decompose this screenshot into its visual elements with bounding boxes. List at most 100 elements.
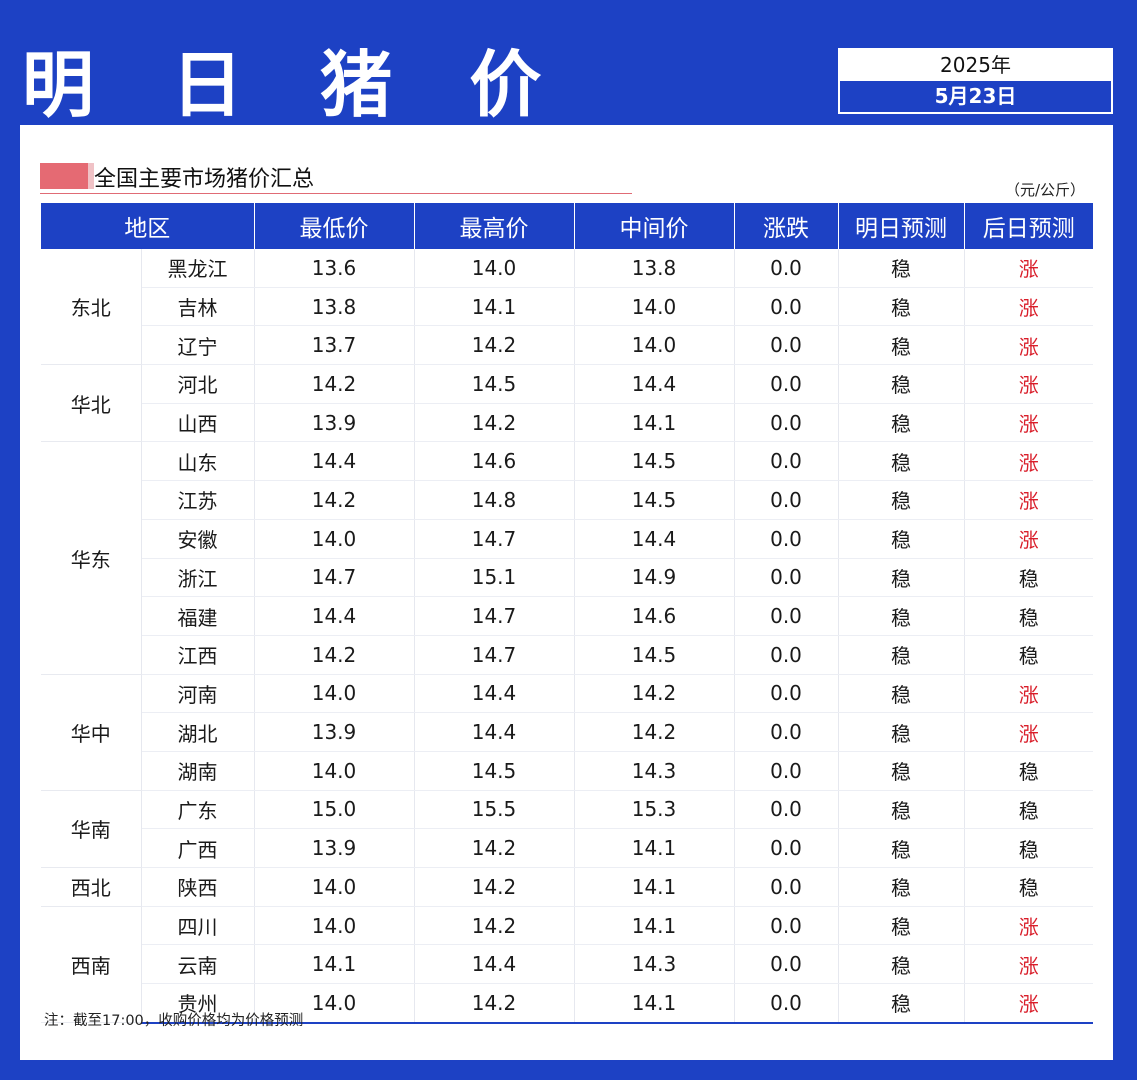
tomorrow-forecast-cell: 稳: [838, 480, 965, 520]
mid-price-cell: 14.2: [574, 712, 735, 752]
province-cell: 广东: [141, 790, 255, 830]
tomorrow-forecast-cell: 稳: [838, 287, 965, 327]
low-price-cell: 14.7: [254, 558, 415, 598]
province-cell: 四川: [141, 906, 255, 946]
high-price-cell: 14.2: [414, 403, 575, 443]
change-cell: 0.0: [734, 596, 839, 636]
change-cell: 0.0: [734, 828, 839, 868]
unit-label: （元/公斤）: [1004, 181, 1085, 199]
change-cell: 0.0: [734, 944, 839, 985]
table-row: 西北 陕西 14.0 14.2 14.1 0.0 稳稳: [41, 867, 1093, 907]
tomorrow-forecast-cell: 稳: [838, 867, 965, 907]
tomorrow-forecast-cell: 稳: [838, 635, 965, 675]
region-cell: 华中: [41, 674, 142, 791]
low-price-cell: 14.0: [254, 906, 415, 946]
province-cell: 云南: [141, 944, 255, 985]
header-low: 最低价: [254, 203, 415, 249]
mid-price-cell: 14.1: [574, 867, 735, 907]
high-price-cell: 14.2: [414, 867, 575, 907]
high-price-cell: 14.4: [414, 944, 575, 985]
tomorrow-forecast-cell: 稳: [838, 596, 965, 636]
change-cell: 0.0: [734, 364, 839, 404]
low-price-cell: 14.1: [254, 944, 415, 985]
low-price-cell: 14.4: [254, 441, 415, 482]
high-price-cell: 14.2: [414, 906, 575, 946]
header-after: 后日预测: [964, 203, 1093, 249]
high-price-cell: 14.0: [414, 249, 575, 288]
change-cell: 0.0: [734, 674, 839, 714]
province-cell: 黑龙江: [141, 249, 255, 288]
high-price-cell: 14.1: [414, 287, 575, 327]
low-price-cell: 13.6: [254, 249, 415, 288]
low-price-cell: 13.9: [254, 403, 415, 443]
high-price-cell: 14.7: [414, 596, 575, 636]
date-box: 2025年 5月23日: [838, 48, 1113, 114]
high-price-cell: 14.2: [414, 983, 575, 1024]
province-cell: 江苏: [141, 480, 255, 520]
high-price-cell: 14.7: [414, 635, 575, 675]
high-price-cell: 14.4: [414, 712, 575, 752]
footnote: 注：截至17:00，收购价格均为价格预测: [44, 1013, 304, 1029]
after-forecast-cell: 稳: [964, 596, 1093, 636]
tomorrow-forecast-cell: 稳: [838, 364, 965, 404]
date-day: 5月23日: [840, 81, 1111, 112]
province-cell: 湖南: [141, 751, 255, 791]
section-marker-notch: [88, 163, 94, 189]
tomorrow-forecast-cell: 稳: [838, 712, 965, 752]
after-forecast-cell: 涨: [964, 441, 1093, 482]
table-row: 广西 13.9 14.2 14.1 0.0 稳稳: [41, 828, 1093, 868]
tomorrow-forecast-cell: 稳: [838, 558, 965, 598]
table-row: 华南 广东 15.0 15.5 15.3 0.0 稳稳: [41, 790, 1093, 869]
price-table-body: 东北 黑龙江 13.6 14.0 13.8 0.0 稳涨吉林 13.8 14.1 14.0 0.0 稳…: [41, 249, 1093, 1024]
tomorrow-forecast-cell: 稳: [838, 674, 965, 714]
change-cell: 0.0: [734, 635, 839, 675]
after-forecast-cell: 稳: [964, 635, 1093, 675]
after-forecast-cell: 稳: [964, 558, 1093, 598]
province-cell: 福建: [141, 596, 255, 636]
change-cell: 0.0: [734, 906, 839, 946]
change-cell: 0.0: [734, 325, 839, 366]
table-row: 云南 14.1 14.4 14.3 0.0 稳涨: [41, 944, 1093, 985]
mid-price-cell: 14.1: [574, 983, 735, 1024]
low-price-cell: 14.2: [254, 480, 415, 520]
header-mid: 中间价: [574, 203, 735, 249]
change-cell: 0.0: [734, 441, 839, 482]
after-forecast-cell: 涨: [964, 249, 1093, 288]
after-forecast-cell: 稳: [964, 867, 1093, 907]
header-high: 最高价: [414, 203, 575, 249]
table-row: 山西 13.9 14.2 14.1 0.0 稳涨: [41, 403, 1093, 443]
after-forecast-cell: 涨: [964, 403, 1093, 443]
region-cell: 西南: [41, 906, 142, 1024]
table-row: 湖北 13.9 14.4 14.2 0.0 稳涨: [41, 712, 1093, 752]
low-price-cell: 15.0: [254, 790, 415, 830]
table-row: 安徽 14.0 14.7 14.4 0.0 稳涨: [41, 519, 1093, 559]
tomorrow-forecast-cell: 稳: [838, 944, 965, 985]
high-price-cell: 15.1: [414, 558, 575, 598]
header-tomorrow: 明日预测: [838, 203, 965, 249]
table-row: 江西 14.2 14.7 14.5 0.0 稳稳: [41, 635, 1093, 675]
mid-price-cell: 14.4: [574, 364, 735, 404]
province-cell: 江西: [141, 635, 255, 675]
table-row: 华东 山东 14.4 14.6 14.5 0.0 稳涨: [41, 441, 1093, 675]
change-cell: 0.0: [734, 712, 839, 752]
province-cell: 吉林: [141, 287, 255, 327]
low-price-cell: 13.7: [254, 325, 415, 366]
tomorrow-forecast-cell: 稳: [838, 906, 965, 946]
mid-price-cell: 14.3: [574, 944, 735, 985]
table-row: 辽宁 13.7 14.2 14.0 0.0 稳涨: [41, 325, 1093, 366]
province-cell: 河南: [141, 674, 255, 714]
province-cell: 山西: [141, 403, 255, 443]
section-marker-icon: [40, 163, 88, 189]
region-cell: 华东: [41, 441, 142, 675]
change-cell: 0.0: [734, 790, 839, 830]
after-forecast-cell: 稳: [964, 828, 1093, 868]
low-price-cell: 14.4: [254, 596, 415, 636]
price-table: 地区 最低价 最高价 中间价 涨跌 明日预测 后日预测 东北 黑龙江 13.6 14.…: [41, 203, 1093, 1024]
table-row: 吉林 13.8 14.1 14.0 0.0 稳涨: [41, 287, 1093, 327]
table-header-row: 地区 最低价 最高价 中间价 涨跌 明日预测 后日预测: [41, 203, 1093, 249]
province-cell: 广西: [141, 828, 255, 868]
tomorrow-forecast-cell: 稳: [838, 441, 965, 482]
region-cell: 华北: [41, 364, 142, 443]
change-cell: 0.0: [734, 558, 839, 598]
tomorrow-forecast-cell: 稳: [838, 519, 965, 559]
